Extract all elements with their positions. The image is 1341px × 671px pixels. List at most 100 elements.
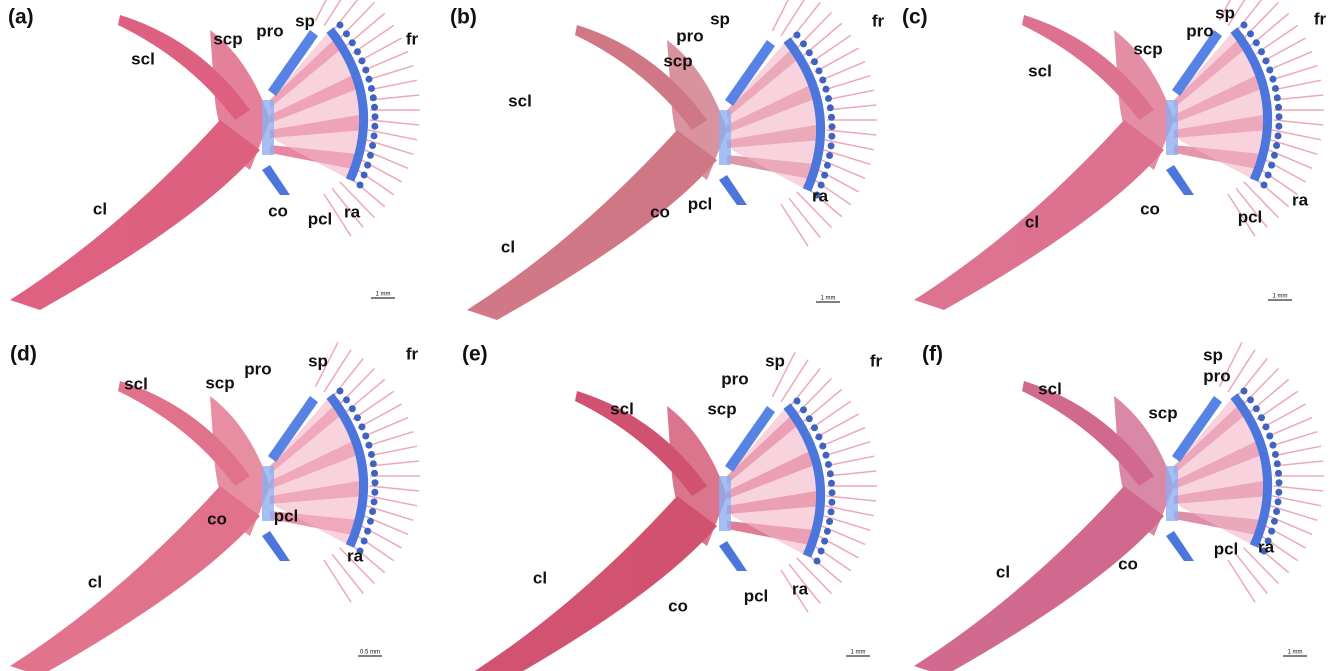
distal-radial xyxy=(1266,432,1273,439)
fin-ray xyxy=(324,560,351,602)
distal-radial xyxy=(371,498,378,505)
annotation: pcl xyxy=(308,209,333,228)
distal-radial xyxy=(368,85,375,92)
distal-radial xyxy=(1247,30,1254,37)
scapular-cartilage xyxy=(262,100,274,155)
annotation: sp xyxy=(308,351,328,370)
annotation: cl xyxy=(1025,212,1039,231)
coracoid xyxy=(719,541,747,571)
scale-bar-label: 1 mm xyxy=(821,296,836,302)
fin-ray xyxy=(1228,350,1255,392)
fin-ray xyxy=(1272,446,1321,456)
distal-radial xyxy=(829,489,836,496)
panel: (a)sclscpprospfrclcopclra1 mm xyxy=(8,0,420,310)
distal-radial xyxy=(337,22,344,29)
distal-radial xyxy=(1272,451,1279,458)
distal-radial xyxy=(1262,57,1269,64)
fin-ray xyxy=(781,360,808,402)
scale-bar-label: 0.5 mm xyxy=(360,650,380,656)
distal-radial xyxy=(371,132,378,139)
distal-radial xyxy=(1274,94,1281,101)
distal-radial xyxy=(369,142,376,149)
distal-radial xyxy=(358,57,365,64)
annotation: scl xyxy=(124,374,148,393)
fin-ray xyxy=(819,428,865,447)
distal-radial xyxy=(371,123,378,130)
distal-radial xyxy=(1276,113,1283,120)
fin-ray xyxy=(1272,80,1321,90)
distal-radial xyxy=(1269,442,1276,449)
distal-radial xyxy=(1241,388,1248,395)
annotation: pro xyxy=(256,21,283,40)
scapular-cartilage xyxy=(719,110,731,165)
distal-radial xyxy=(819,76,826,83)
distal-radial xyxy=(822,452,829,459)
distal-radial xyxy=(1265,172,1272,179)
annotation: scp xyxy=(213,29,242,48)
distal-radial xyxy=(362,66,369,73)
annotation: sp xyxy=(1203,345,1223,364)
distal-radial xyxy=(825,95,832,102)
cleithrum xyxy=(467,496,717,671)
fin-ray xyxy=(1228,560,1255,602)
annotation: pcl xyxy=(1238,207,1263,226)
coracoid xyxy=(262,165,290,195)
distal-radial xyxy=(361,538,368,545)
distal-radial xyxy=(1258,48,1265,55)
distal-radial xyxy=(367,152,374,159)
specimen xyxy=(467,352,877,671)
distal-radial xyxy=(826,152,833,159)
annotation: ra xyxy=(344,202,361,221)
scapular-cartilage xyxy=(719,476,731,531)
fin-ray xyxy=(1274,95,1324,100)
annotation: sp xyxy=(1215,3,1235,22)
fin-ray xyxy=(368,446,417,456)
fin-ray xyxy=(1274,461,1324,466)
distal-radial xyxy=(365,442,372,449)
distal-radial xyxy=(1273,508,1280,515)
annotation: cl xyxy=(93,199,107,218)
distal-radial xyxy=(337,388,344,395)
distal-radial xyxy=(1247,396,1254,403)
distal-radial xyxy=(1273,142,1280,149)
fin-ray xyxy=(825,456,874,466)
distal-radial xyxy=(371,104,378,111)
scapular-cartilage xyxy=(1166,466,1178,521)
panel-label: (b) xyxy=(450,6,477,29)
fin-ray xyxy=(1266,418,1312,437)
fin-ray xyxy=(1270,432,1318,447)
fin-ray xyxy=(1266,52,1312,71)
figure: (a)sclscpprospfrclcopclra1 mm(b)sclscppr… xyxy=(0,0,1341,671)
distal-radial xyxy=(806,415,813,422)
panel: (f)sclscpprospclcopclra1 mm xyxy=(914,342,1324,671)
fin-ray xyxy=(781,204,808,246)
annotation: scl xyxy=(508,91,532,110)
distal-radial xyxy=(822,86,829,93)
distal-radial xyxy=(1258,414,1265,421)
fin-ray xyxy=(368,80,417,90)
distal-radial xyxy=(1275,132,1282,139)
distal-radial xyxy=(1253,405,1260,412)
cleithrum xyxy=(10,120,260,310)
annotation: fr xyxy=(870,351,883,370)
fin-ray xyxy=(810,542,851,570)
specimen xyxy=(914,0,1324,310)
fin-ray xyxy=(370,461,420,466)
fin-ray xyxy=(366,432,414,447)
fin-ray xyxy=(353,166,394,194)
cleithrum xyxy=(467,130,717,320)
panel: (c)sclscpprospfrclcopclra1 mm xyxy=(902,0,1327,310)
distal-radial xyxy=(368,451,375,458)
fin-ray xyxy=(362,52,408,71)
fin-ray xyxy=(823,76,871,91)
annotation: fr xyxy=(406,29,419,48)
annotation: co xyxy=(668,596,688,615)
distal-radial xyxy=(806,49,813,56)
annotation: pcl xyxy=(688,194,713,213)
annotation: pcl xyxy=(744,586,769,605)
distal-radial xyxy=(811,424,818,431)
fin-ray xyxy=(324,350,351,392)
fin-ray xyxy=(1236,554,1267,593)
distal-radial xyxy=(1266,66,1273,73)
fin-ray xyxy=(1270,66,1318,81)
